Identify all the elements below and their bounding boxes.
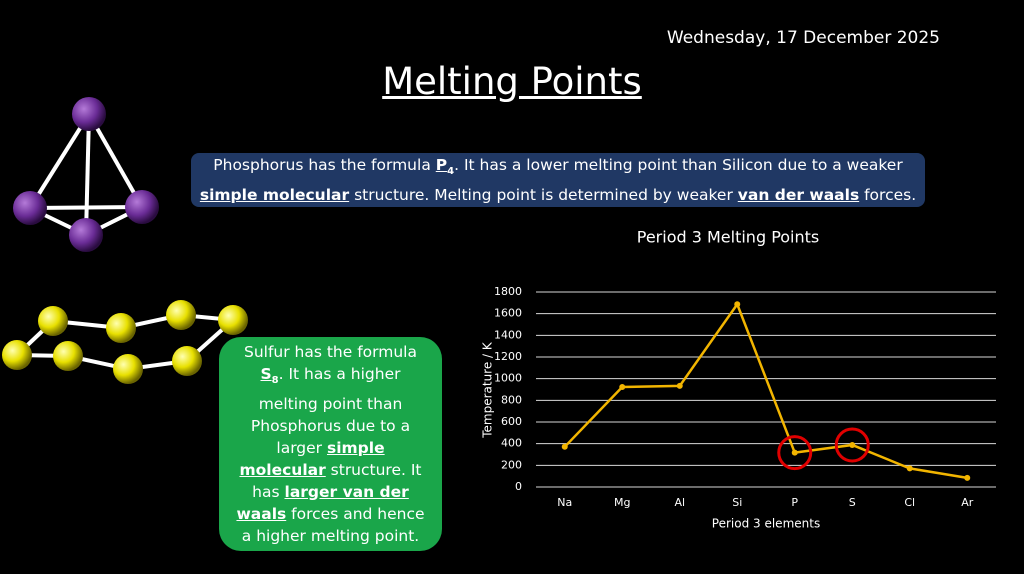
y-tick-label: 1000: [494, 372, 522, 385]
slide-title: Melting Points: [382, 60, 642, 103]
data-line: [563, 301, 968, 480]
text-run: structure. Melting point is determined b…: [349, 185, 738, 204]
x-tick-label: Ar: [961, 496, 974, 509]
text-run: . It has a lower melting point than Sili…: [454, 156, 903, 175]
x-tick-label: Si: [732, 496, 742, 509]
data-point: [849, 441, 856, 448]
p4-molecule: [13, 97, 159, 252]
phosphorus-text: Phosphorus has the formula P4. It has a …: [191, 154, 925, 205]
chart-title: Period 3 Melting Points: [637, 228, 820, 247]
sulfur-text: Sulfur has the formula S8. It has a high…: [231, 341, 430, 546]
y-axis-label: Temperature / K: [481, 341, 495, 439]
x-tick-label: Mg: [614, 496, 630, 509]
date: Wednesday, 17 December 2025: [666, 28, 940, 48]
text-run: S: [260, 365, 272, 384]
y-tick-label: 1400: [494, 328, 522, 341]
data-point: [791, 449, 798, 456]
keyword: larger van der waals: [236, 482, 409, 523]
y-tick-label: 200: [501, 458, 522, 471]
x-tick-label: Na: [557, 496, 572, 509]
y-tick-label: 1800: [494, 285, 522, 298]
keyword: simple molecular: [199, 185, 350, 204]
phosphorus-box: Phosphorus has the formula P4. It has a …: [191, 153, 925, 207]
y-tick-label: 800: [501, 393, 522, 406]
x-tick-label: Cl: [904, 496, 915, 509]
x-tick-label: Al: [674, 496, 685, 509]
data-point: [619, 384, 626, 391]
highlight-ring: [777, 435, 813, 471]
text-run: P: [435, 156, 448, 175]
text-run: Sulfur has the formula: [243, 343, 417, 362]
y-tick-label: 400: [501, 437, 522, 450]
y-tick-label: 0: [515, 480, 522, 493]
keyword: van der waals: [737, 185, 860, 204]
subscript: 4: [447, 166, 455, 178]
data-point: [906, 465, 913, 472]
data-point: [561, 443, 568, 450]
subscript: 8: [271, 375, 279, 387]
highlight-ring: [834, 427, 870, 463]
text-run: forces and hence a higher melting point.: [241, 504, 425, 545]
sulfur-box: Sulfur has the formula S8. It has a high…: [219, 337, 442, 551]
text-run: . It has a higher melting point than Pho…: [250, 365, 411, 457]
text-run: forces.: [859, 185, 917, 204]
text-run: structure. It has: [252, 460, 422, 501]
y-tick-label: 600: [501, 415, 522, 428]
y-tick-label: 1200: [494, 350, 522, 363]
chart: Period 3 Melting Points Period 3 element…: [481, 228, 996, 531]
text-run: Phosphorus has the formula: [213, 156, 436, 175]
x-axis-label: Period 3 elements: [712, 517, 820, 531]
data-point: [676, 382, 683, 389]
formula: P4: [435, 156, 454, 177]
keyword: simple molecular: [239, 438, 385, 479]
formula: S8: [260, 365, 278, 386]
data-point: [734, 301, 741, 308]
data-point: [964, 474, 971, 481]
y-tick-label: 1600: [494, 307, 522, 320]
s8-molecule: [2, 300, 248, 384]
x-tick-label: S: [849, 496, 856, 509]
x-tick-label: P: [791, 496, 798, 509]
